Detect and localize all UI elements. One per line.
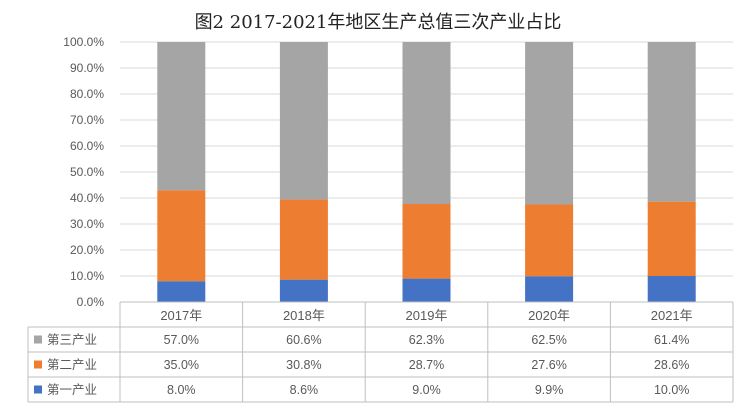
legend-label: 第二产业 [47, 357, 97, 372]
data-table-value: 8.0% [167, 383, 196, 397]
data-table-value: 62.5% [531, 333, 566, 347]
y-tick-label: 90.0% [70, 61, 104, 75]
legend-label: 第一产业 [47, 382, 97, 397]
data-table-value: 8.6% [290, 383, 319, 397]
data-table-value: 62.3% [409, 333, 444, 347]
y-tick-label: 70.0% [70, 113, 104, 127]
x-category-label: 2018年 [283, 308, 325, 323]
bar-segment [402, 203, 451, 279]
bar-segment [402, 42, 451, 204]
data-table-value: 9.9% [535, 383, 564, 397]
bar-segment [525, 276, 574, 302]
y-tick-label: 80.0% [70, 87, 104, 101]
bar-segment [279, 42, 328, 200]
y-tick-label: 100.0% [63, 35, 104, 49]
bar-segment [647, 201, 696, 276]
x-category-label: 2019年 [406, 308, 448, 323]
data-table-value: 27.6% [531, 358, 566, 372]
y-tick-label: 20.0% [70, 243, 104, 257]
y-tick-label: 60.0% [70, 139, 104, 153]
bar-segment [647, 276, 696, 302]
chart-title: 图2 2017-2021年地区生产总值三次产业占比 [195, 12, 562, 33]
y-tick-label: 10.0% [70, 269, 104, 283]
data-table-value: 9.0% [412, 383, 441, 397]
legend-label: 第三产业 [47, 332, 97, 347]
bar-segment [525, 204, 574, 277]
bar-segment [279, 279, 328, 302]
y-tick-label: 0.0% [77, 295, 105, 309]
data-table-value: 28.7% [409, 358, 444, 372]
legend-key [34, 385, 42, 394]
data-table-value: 35.0% [164, 358, 199, 372]
x-category-label: 2021年 [651, 308, 693, 323]
y-tick-label: 40.0% [70, 191, 104, 205]
bar-segment [157, 281, 206, 302]
x-category-label: 2017年 [160, 308, 202, 323]
data-table-value: 30.8% [286, 358, 321, 372]
x-category-label: 2020年 [528, 308, 570, 323]
bars [157, 42, 696, 302]
legend-key [34, 335, 42, 344]
y-tick-label: 50.0% [70, 165, 104, 179]
bar-segment [157, 42, 206, 191]
data-table-value: 57.0% [164, 333, 199, 347]
bar-segment [525, 42, 574, 205]
bar-segment [647, 42, 696, 202]
y-tick-label: 30.0% [70, 217, 104, 231]
bar-segment [402, 278, 451, 302]
data-table-value: 10.0% [654, 383, 689, 397]
bar-segment [279, 199, 328, 280]
data-table-value: 61.4% [654, 333, 689, 347]
y-axis-ticks: 0.0% 10.0% 20.0% 30.0% 40.0% 50.0% 60.0% 70.0% 8… [63, 35, 104, 309]
legend-key [34, 360, 42, 369]
bar-segment [157, 190, 206, 282]
data-table-value: 28.6% [654, 358, 689, 372]
data-table-value: 60.6% [286, 333, 321, 347]
